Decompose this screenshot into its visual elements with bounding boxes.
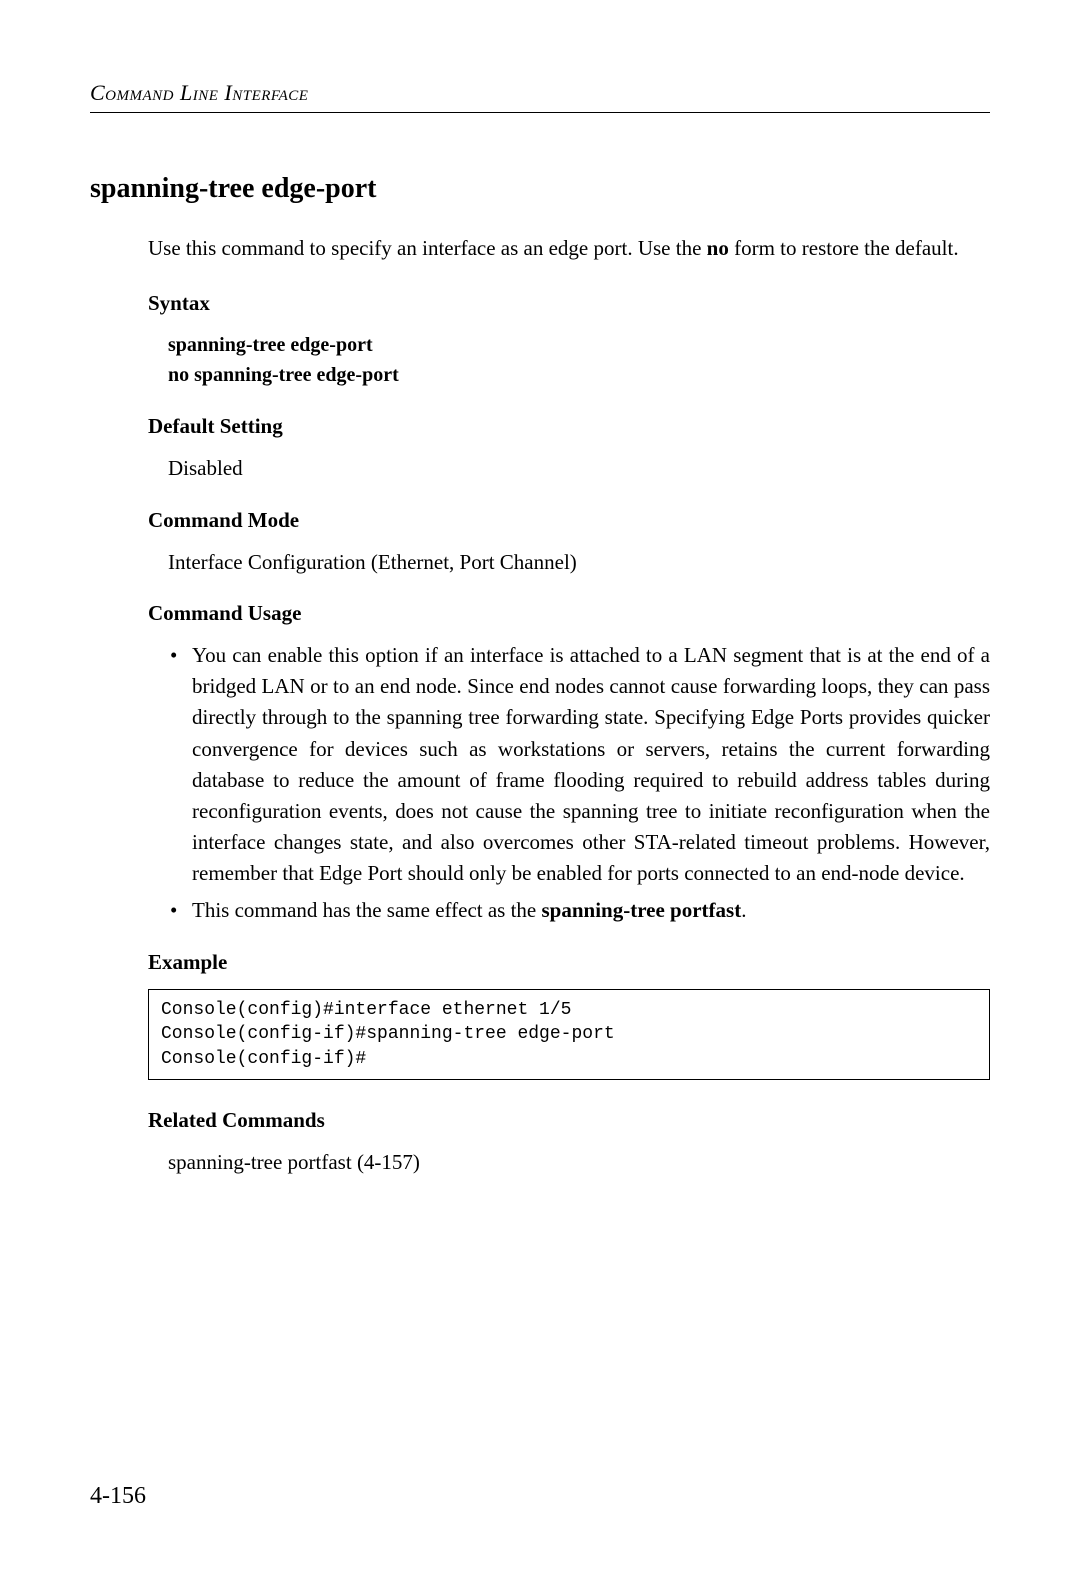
example-code: Console(config)#interface ethernet 1/5 C… [148,989,990,1080]
header-rule [90,112,990,113]
usage-bullet-2-bold: spanning-tree portfast [542,898,742,922]
related-value: spanning-tree portfast (4-157) [168,1147,990,1177]
usage-bullet-2-pre: This command has the same effect as the [192,898,542,922]
command-usage-list: You can enable this option if an interfa… [168,640,990,926]
section-title: spanning-tree edge-port [90,173,990,205]
intro-paragraph: Use this command to specify an interface… [148,233,990,263]
command-usage-heading: Command Usage [148,601,990,626]
syntax-line-2: no spanning-tree edge-port [168,360,990,390]
running-header: Command Line Interface [90,80,990,106]
default-setting-value: Disabled [168,453,990,483]
intro-bold: no [707,236,729,260]
syntax-line-1: spanning-tree edge-port [168,330,990,360]
example-heading: Example [148,950,990,975]
default-setting-heading: Default Setting [148,414,990,439]
page-number: 4-156 [90,1483,146,1510]
related-heading: Related Commands [148,1108,990,1133]
syntax-heading: Syntax [148,291,990,316]
command-mode-heading: Command Mode [148,508,990,533]
syntax-block: spanning-tree edge-port no spanning-tree… [90,330,990,390]
intro-post: form to restore the default. [729,236,959,260]
intro-pre: Use this command to specify an interface… [148,236,707,260]
command-mode-value: Interface Configuration (Ethernet, Port … [168,547,990,577]
usage-bullet-2-post: . [741,898,746,922]
usage-bullet-2: This command has the same effect as the … [168,895,990,926]
usage-bullet-1: You can enable this option if an interfa… [168,640,990,889]
